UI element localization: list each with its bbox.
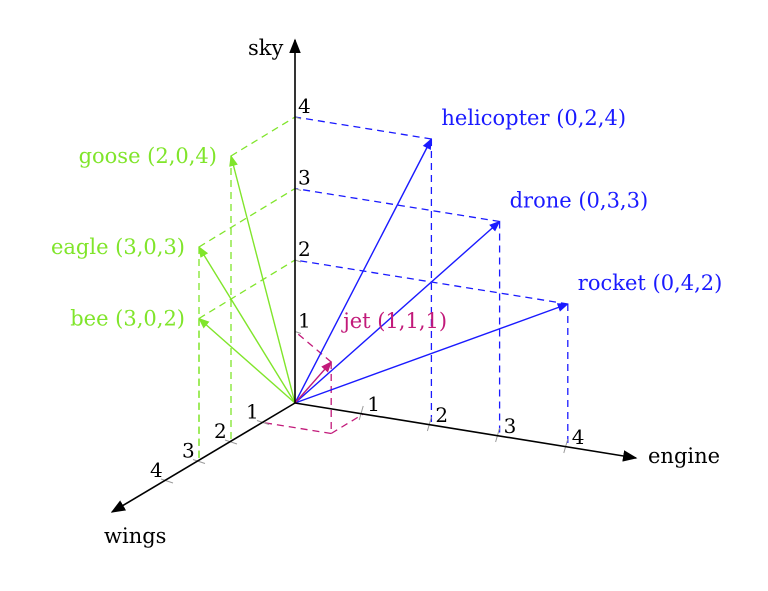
- sky-tick-label: 3: [298, 166, 311, 190]
- jet-guide-floor-engine: [330, 413, 364, 435]
- wings-tick: [160, 478, 174, 484]
- sky-tick-label: 1: [298, 309, 311, 333]
- sky-axis-label: sky: [248, 36, 284, 60]
- goose-label: goose (2,0,4): [79, 144, 217, 168]
- eagle-vector: [198, 246, 296, 404]
- sky-tick: [294, 188, 302, 191]
- helicopter-guide-horizontal: [294, 116, 432, 140]
- sky-tick-label: 4: [298, 94, 311, 118]
- jet-label: jet (1,1,1): [340, 309, 447, 333]
- engine-axis: [294, 402, 638, 462]
- wings-axis-label: wings: [104, 524, 166, 548]
- bee-vector: [198, 317, 296, 404]
- bee-guide-horizontal: [198, 259, 296, 320]
- jet-guide-floor-wings: [262, 421, 332, 435]
- wings-tick-label: 1: [246, 400, 259, 424]
- goose-vector: [229, 154, 296, 404]
- eagle-guide-horizontal: [198, 187, 296, 248]
- engine-tick-label: 2: [435, 403, 448, 427]
- drone-guide-horizontal: [294, 187, 500, 223]
- jet-vector: [294, 361, 332, 404]
- wings-tick: [192, 459, 206, 464]
- rocket-label: rocket (0,4,2): [578, 271, 723, 295]
- wings-tick-label: 4: [150, 458, 163, 482]
- helicopter-vector: [294, 138, 433, 404]
- eagle-label: eagle (3,0,3): [51, 235, 185, 259]
- rocket-vector: [294, 303, 569, 404]
- wings-tick-label: 3: [182, 439, 195, 463]
- drone-label: drone (0,3,3): [510, 189, 649, 213]
- drone-vector: [294, 220, 501, 404]
- wings-tick-label: 2: [214, 419, 227, 443]
- goose-guide-horizontal: [230, 116, 296, 157]
- engine-tick-label: 4: [572, 425, 585, 449]
- wings-axis: [110, 402, 296, 513]
- engine-axis-label: engine: [648, 444, 720, 468]
- sky-tick: [294, 259, 302, 263]
- helicopter-label: helicopter (0,2,4): [441, 106, 626, 130]
- vector-labels: helicopter (0,2,4) drone (0,3,3) rocket (0…: [51, 106, 722, 333]
- engine-tick-label: 1: [367, 392, 380, 416]
- vectors: [198, 138, 569, 404]
- sky-tick: [294, 116, 302, 120]
- bee-label: bee (3,0,2): [70, 307, 185, 331]
- jet-guide-horizontal: [294, 331, 332, 363]
- sky-tick-label: 2: [298, 237, 311, 261]
- engine-tick-label: 3: [504, 414, 517, 438]
- sky-tick: [294, 331, 302, 334]
